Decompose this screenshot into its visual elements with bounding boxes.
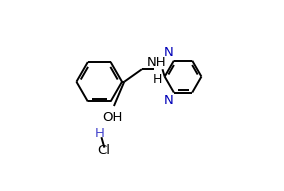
Text: H: H [95, 127, 105, 140]
Text: NH: NH [147, 56, 166, 69]
Text: N: N [163, 94, 173, 107]
Text: OH: OH [102, 111, 123, 124]
Text: H: H [153, 73, 162, 86]
Text: Cl: Cl [97, 144, 110, 157]
Text: N: N [163, 46, 173, 59]
